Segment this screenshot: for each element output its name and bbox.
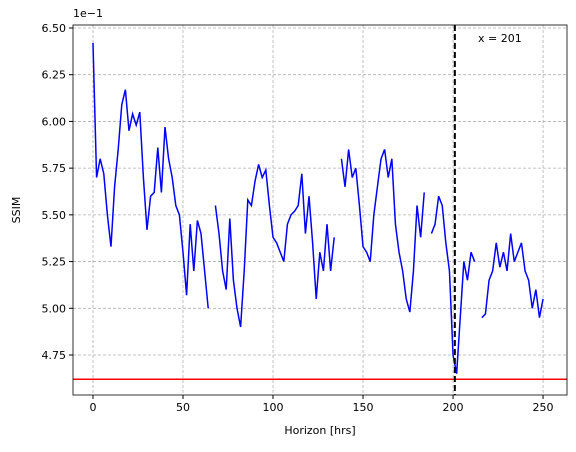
x-tick-label: 150 (353, 401, 374, 414)
plot-frame (72, 24, 568, 396)
y-tick-label: 5.75 (42, 162, 67, 175)
y-tick-label: 4.75 (42, 349, 67, 362)
annotation: x = 201 (478, 32, 522, 45)
y-axis-label: SSIM (10, 197, 23, 224)
y-tick-label: 6.25 (42, 69, 67, 82)
y-tick-label: 5.50 (42, 209, 67, 222)
y-tick-label: 6.00 (42, 115, 67, 128)
x-tick-label: 0 (89, 401, 96, 414)
offset-label: 1e−1 (73, 7, 103, 20)
y-tick-label: 5.00 (42, 302, 67, 315)
y-tick-label: 6.50 (42, 22, 67, 35)
data-line (92, 42, 544, 374)
x-tick-label: 100 (263, 401, 284, 414)
x-tick-label: 50 (176, 401, 190, 414)
x-tick-label: 250 (533, 401, 554, 414)
y-tick-label: 5.25 (42, 256, 67, 269)
x-tick-label: 200 (443, 401, 464, 414)
x-axis-label: Horizon [hrs] (284, 424, 355, 437)
